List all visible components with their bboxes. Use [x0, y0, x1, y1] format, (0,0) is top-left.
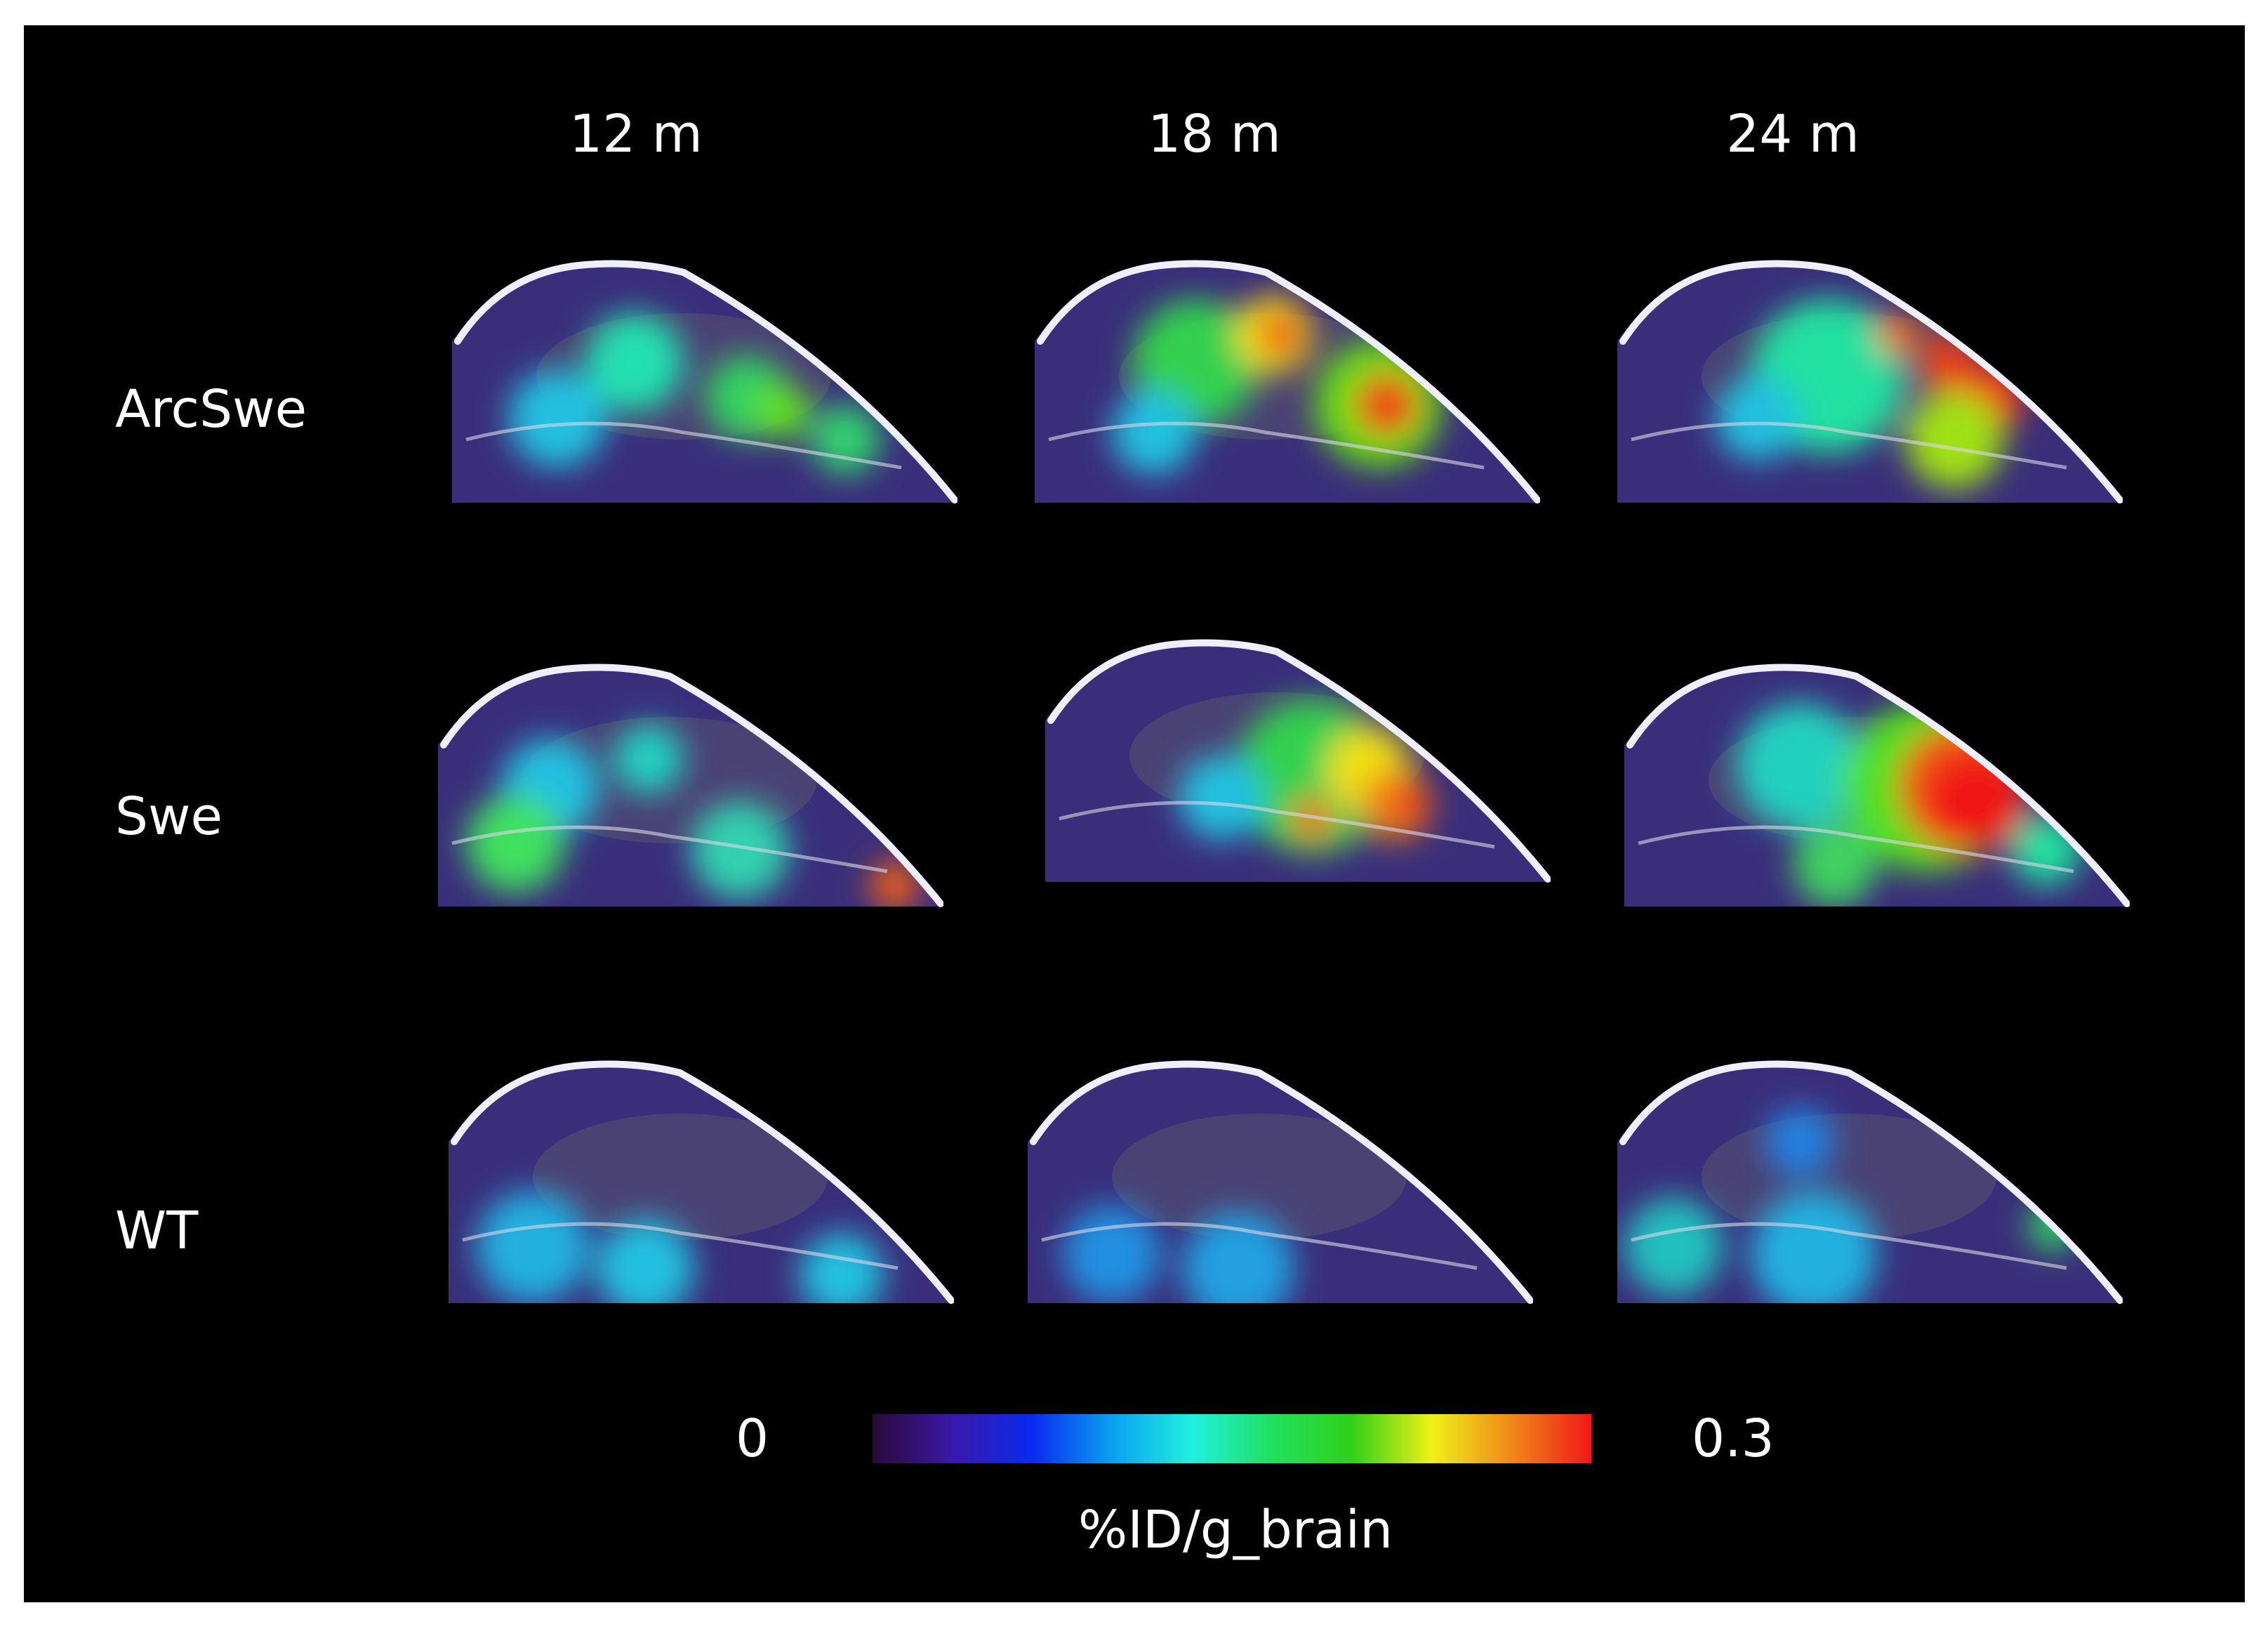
- pet-scan-arcswe-24m: [1617, 257, 2123, 510]
- pet-scan-wt-18m: [1028, 1057, 1533, 1310]
- pet-scan-swe-12m: [438, 661, 943, 914]
- pet-scan-wt-24m: [1617, 1057, 2123, 1310]
- colorbar-max-label: 0.3: [1692, 1409, 1775, 1469]
- row-label-arcswe: ArcSwe: [115, 379, 307, 440]
- column-label-24m: 24 m: [1726, 104, 1859, 164]
- pet-scan-swe-18m: [1045, 636, 1551, 889]
- column-label-18m: 18 m: [1148, 104, 1281, 164]
- pet-scan-arcswe-12m: [452, 257, 957, 510]
- column-label-12m: 12 m: [569, 104, 703, 164]
- pet-scan-wt-12m: [449, 1057, 954, 1310]
- colorbar: [873, 1414, 1591, 1463]
- colorbar-unit-label: %ID/g_brain: [1077, 1500, 1393, 1560]
- row-label-swe: Swe: [115, 786, 223, 847]
- row-label-wt: WT: [115, 1201, 199, 1261]
- pet-scan-arcswe-18m: [1035, 257, 1540, 510]
- figure-panel: 12 m 18 m 24 m ArcSwe Swe WT 0 0.3 %ID/g…: [24, 25, 2245, 1602]
- pet-scan-swe-24m: [1624, 661, 2130, 914]
- colorbar-min-label: 0: [736, 1409, 769, 1469]
